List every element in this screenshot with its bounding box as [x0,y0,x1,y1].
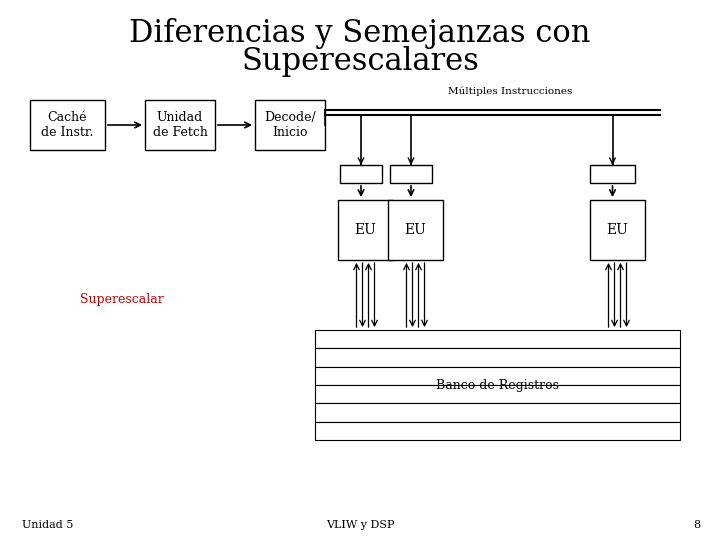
Bar [388,200,443,260]
Text: EU: EU [606,223,629,237]
Bar [315,330,680,348]
Bar [315,422,680,440]
Bar [255,100,325,150]
Text: Superescalar: Superescalar [80,294,163,307]
Bar [390,165,432,183]
Text: 8: 8 [693,520,700,530]
Bar [315,385,680,403]
Bar [145,100,215,150]
Bar [315,367,680,385]
Bar [338,200,393,260]
Text: VLIW y DSP: VLIW y DSP [325,520,395,530]
Bar [30,100,105,150]
Text: Superescalares: Superescalares [241,46,479,77]
Text: Diferencias y Semejanzas con: Diferencias y Semejanzas con [130,18,590,49]
Text: Múltiples Instrucciones: Múltiples Instrucciones [448,86,572,96]
Text: EU: EU [405,223,426,237]
Bar [590,200,645,260]
Bar [315,403,680,422]
Text: Decode/
Inicio: Decode/ Inicio [264,111,316,139]
Text: Unidad
de Fetch: Unidad de Fetch [153,111,207,139]
Text: Banco de Registros: Banco de Registros [436,379,559,392]
Bar [340,165,382,183]
Text: Caché
de Instr.: Caché de Instr. [41,111,94,139]
Bar [315,348,680,367]
Bar [590,165,635,183]
Text: EU: EU [354,223,377,237]
Text: Unidad 5: Unidad 5 [22,520,73,530]
